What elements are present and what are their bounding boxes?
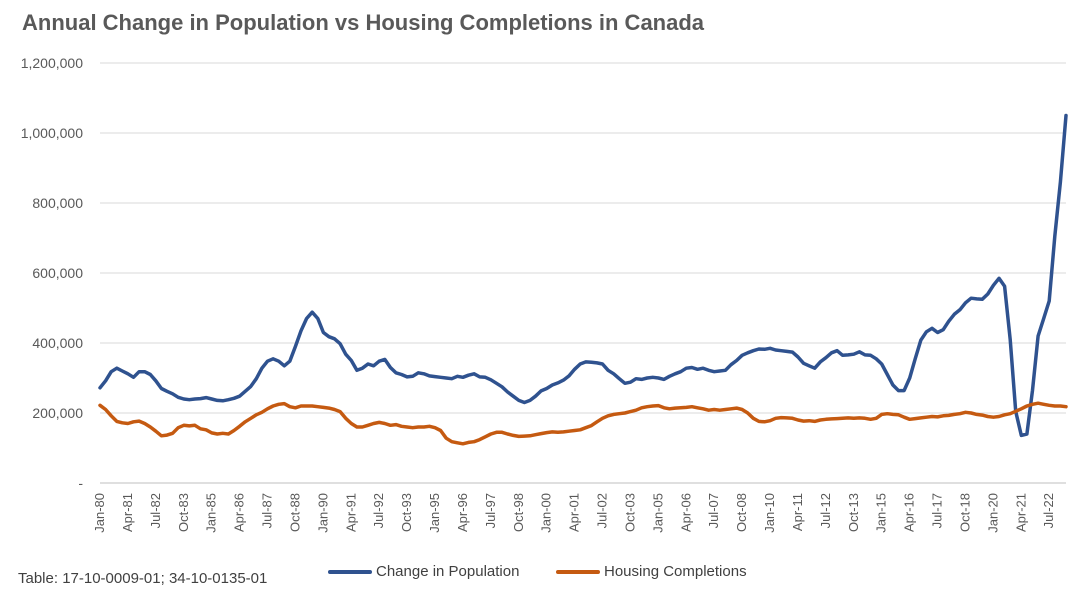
x-tick-label: Apr-16 [902,493,917,532]
legend-swatch-population [328,569,372,574]
x-tick-label: Jan-10 [762,493,777,533]
x-tick-label: Oct-93 [399,493,414,532]
population-series-line [98,113,1068,438]
x-tick-label: Jul-17 [930,493,945,528]
x-tick-label: Jul-97 [483,493,498,528]
y-tick-label: 600,000 [32,265,83,281]
x-tick-label: Oct-03 [622,493,637,532]
x-tick-label: Jan-00 [539,493,554,533]
x-tick-label: Oct-13 [846,493,861,532]
x-tick-label: Jan-20 [985,493,1000,533]
x-tick-label: Jul-22 [1041,493,1056,528]
x-tick-label: Apr-21 [1013,493,1028,532]
source-note: Table: 17-10-0009-01; 34-10-0135-01 [18,570,268,587]
x-tick-label: Apr-11 [790,493,805,531]
x-tick-label: Apr-81 [120,493,135,532]
x-tick-label: Jan-05 [650,493,665,533]
x-tick-label: Apr-86 [232,493,247,532]
x-tick-label: Jul-87 [260,493,275,528]
x-axis-ticks: Jan-80 Apr-81 Jul-82 Oct-83 Jan-85 Apr-86 Jul-… [92,493,1056,533]
x-tick-label: Oct-88 [287,493,302,532]
x-tick-label: Jan-80 [92,493,107,533]
y-tick-label: 200,000 [32,405,83,421]
x-tick-label: Jul-02 [595,493,610,528]
x-tick-label: Jan-15 [874,493,889,533]
x-tick-label: Oct-83 [176,493,191,532]
y-tick-label: 400,000 [32,335,83,351]
chart-title: Annual Change in Population vs Housing C… [22,10,705,35]
legend-item-housing: Housing Completions [556,563,747,580]
x-tick-label: Jul-92 [371,493,386,528]
legend-label-population: Change in Population [376,563,520,580]
x-tick-label: Apr-96 [455,493,470,532]
x-tick-label: Oct-98 [511,493,526,532]
housing-completions-series-line [98,401,1068,446]
x-tick-label: Jan-95 [427,493,442,533]
x-tick-label: Jul-07 [706,493,721,528]
x-tick-label: Apr-06 [678,493,693,532]
y-tick-label: 800,000 [32,195,83,211]
x-tick-label: Jan-85 [204,493,219,533]
x-tick-label: Jul-12 [818,493,833,528]
x-tick-label: Apr-01 [567,493,582,532]
gridlines [100,62,1066,414]
x-tick-label: Apr-91 [343,493,358,532]
legend-swatch-housing [556,569,600,574]
y-tick-label: 1,000,000 [21,125,83,141]
x-tick-label: Oct-08 [734,493,749,532]
x-tick-label: Oct-18 [957,493,972,532]
y-axis-ticks: - 200,000 400,000 600,000 800,000 1,000,000 1,… [21,55,84,491]
line-chart: - 200,000 400,000 600,000 800,000 1,000,000 1,… [21,55,1068,533]
legend-label-housing: Housing Completions [604,563,747,580]
x-tick-label: Jan-90 [315,493,330,533]
x-tick-label: Jul-82 [148,493,163,528]
y-tick-label: - [78,475,83,491]
series-lines [98,113,1068,446]
y-tick-label: 1,200,000 [21,55,83,71]
legend-item-population: Change in Population [328,563,519,580]
